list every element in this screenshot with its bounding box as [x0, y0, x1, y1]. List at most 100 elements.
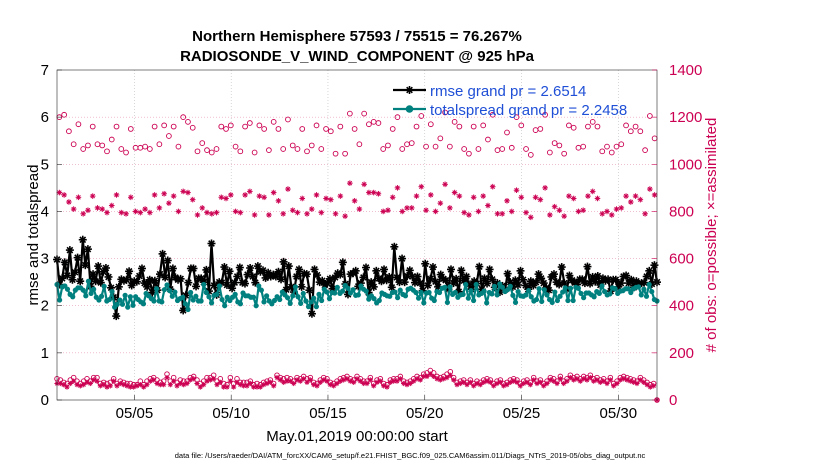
obs-assimilated-low-marker: [307, 377, 313, 383]
obs-possible-marker: [627, 128, 634, 135]
spread-point: [219, 296, 225, 303]
spread-point: [638, 292, 644, 298]
spread-point: [198, 298, 204, 304]
obs-possible-marker: [556, 142, 563, 149]
rmse-point: [398, 254, 407, 263]
obs-possible-marker: [356, 141, 363, 148]
obs-possible-marker: [537, 126, 544, 132]
spread-point: [125, 304, 131, 310]
obs-possible-marker: [66, 128, 72, 135]
obs-assimilated-marker: [208, 210, 215, 217]
spread-point: [646, 281, 652, 288]
obs-assimilated-marker: [185, 189, 191, 196]
spread-point: [444, 299, 450, 306]
spread-point: [201, 281, 207, 288]
spread-point: [557, 293, 563, 299]
spread-point: [334, 284, 340, 290]
spread-point: [565, 297, 571, 304]
obs-possible-marker: [542, 111, 548, 118]
obs-assimilated-low-marker: [331, 383, 337, 389]
rmse-point: [428, 263, 437, 272]
spread-point: [180, 294, 186, 300]
obs-possible-marker: [375, 120, 382, 126]
obs-assimilated-marker: [480, 193, 486, 199]
spread-point: [332, 290, 338, 296]
spread-point: [539, 298, 545, 305]
rmse-point: [295, 265, 304, 274]
obs-assimilated-marker: [280, 210, 286, 217]
obs-assimilated-low-marker: [541, 383, 547, 389]
obs-assimilated-marker: [94, 205, 101, 211]
spread-point: [208, 300, 215, 306]
obs-assimilated-marker: [466, 212, 472, 218]
obs-possible-marker: [156, 141, 163, 148]
obs-possible-marker: [108, 136, 115, 143]
obs-assimilated-marker: [475, 208, 482, 215]
obs-assimilated-marker: [170, 193, 177, 199]
spread-point: [182, 301, 188, 307]
obs-assimilated-marker: [228, 192, 234, 198]
spread-point: [491, 283, 498, 289]
obs-assimilated-marker: [361, 181, 367, 188]
spread-point: [324, 289, 330, 295]
obs-assimilated-marker: [623, 193, 629, 199]
obs-assimilated-marker: [589, 188, 596, 195]
spread-point: [526, 288, 532, 294]
spread-point: [421, 300, 427, 306]
rmse-point: [125, 267, 134, 276]
obs-possible-marker: [227, 122, 234, 129]
obs-possible-marker: [570, 124, 577, 131]
obs-possible-marker: [575, 144, 582, 151]
obs-possible-marker: [513, 114, 520, 120]
obs-possible-marker: [604, 143, 610, 150]
spread-point: [442, 284, 448, 290]
spread-point: [203, 289, 209, 296]
obs-possible-marker: [385, 142, 391, 149]
legend-spread-label: totalspread grand pr = 2.2458: [430, 102, 627, 119]
obs-possible-marker: [608, 149, 615, 156]
rmse-point: [351, 266, 360, 275]
rmse-point: [302, 270, 311, 279]
rmse-point: [233, 272, 242, 281]
rmse-point: [168, 264, 177, 273]
obs-possible-marker: [127, 126, 134, 132]
spread-point: [463, 281, 469, 288]
spread-point: [172, 289, 178, 295]
obs-assimilated-low-marker: [424, 373, 430, 380]
obs-possible-marker: [323, 126, 329, 132]
obs-possible-marker: [580, 143, 587, 150]
obs-assimilated-marker: [323, 195, 329, 202]
axes-layer: 05/05 05/10 05/15 05/20 05/25 05/30 0 200 400 600…: [41, 62, 703, 422]
obs-assimilated-marker: [123, 210, 129, 217]
obs-assimilated-marker: [356, 206, 363, 212]
obs-assimilated-marker: [423, 207, 429, 214]
obs-assimilated-marker: [142, 206, 148, 212]
rmse-point: [511, 276, 520, 285]
spread-point: [271, 297, 278, 304]
obs-possible-marker: [347, 110, 353, 117]
obs-assimilated-marker: [561, 213, 567, 219]
obs-possible-marker: [451, 119, 458, 125]
rmse-point: [222, 280, 231, 289]
obs-possible-marker: [223, 126, 229, 132]
spread-point: [256, 283, 262, 289]
obs-possible-marker: [466, 150, 472, 157]
rmse-point: [68, 275, 77, 284]
legend-rmse-star: [405, 86, 414, 94]
obs-possible-marker: [594, 123, 601, 130]
spread-point: [91, 286, 97, 292]
rmse-point: [616, 279, 625, 288]
obs-possible-marker: [418, 113, 425, 119]
obs-possible-marker: [647, 113, 653, 119]
legend-rmse-label: rmse grand pr = 2.6514: [430, 83, 586, 100]
obs-assimilated-marker: [304, 210, 310, 217]
spread-point: [303, 298, 309, 304]
spread-point: [109, 288, 115, 295]
obs-assimilated-marker: [337, 193, 344, 199]
rmse-point: [235, 263, 244, 272]
spread-point: [70, 294, 76, 300]
rmse-point: [246, 264, 255, 272]
obs-possible-marker: [366, 121, 372, 128]
obs-assimilated-low-marker: [164, 375, 170, 381]
